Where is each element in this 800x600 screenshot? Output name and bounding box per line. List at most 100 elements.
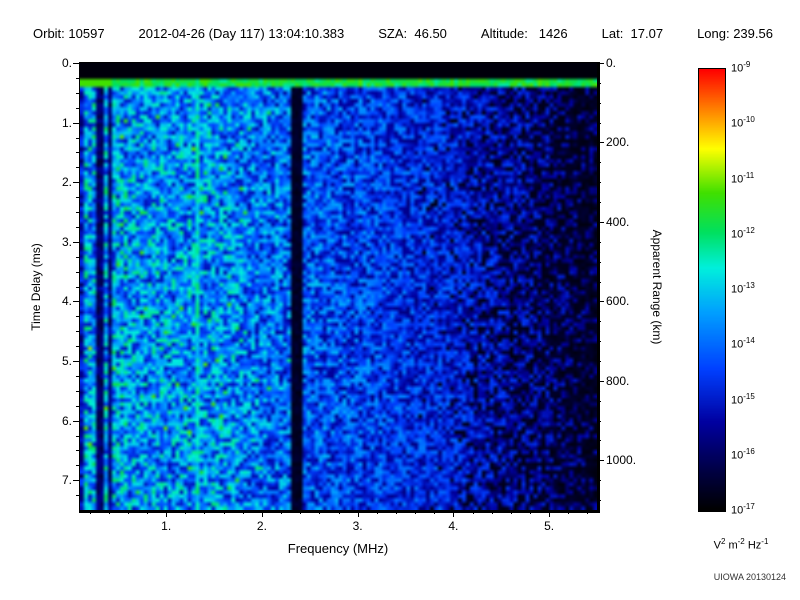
- y-axis-label-left: Time Delay (ms): [29, 243, 43, 331]
- tick-mark: [73, 122, 79, 124]
- tick-mark: [204, 511, 206, 514]
- tick-mark: [73, 241, 79, 243]
- tick-mark: [376, 511, 378, 514]
- tick-mark: [529, 511, 531, 514]
- tick-mark: [76, 107, 79, 109]
- tick-label: 7.: [61, 473, 72, 488]
- colorbar-tick-label: 10-17: [731, 502, 755, 517]
- tick-mark: [300, 511, 302, 514]
- tick-mark: [166, 511, 168, 517]
- tick-mark: [598, 400, 601, 402]
- tick-mark: [395, 511, 397, 514]
- tick-mark: [598, 321, 601, 323]
- tick-mark: [76, 375, 79, 377]
- tick-mark: [598, 380, 604, 382]
- tick-mark: [281, 511, 283, 514]
- tick-label: 3.: [352, 519, 363, 533]
- tick-mark: [76, 495, 79, 497]
- tick-mark: [598, 182, 601, 184]
- tick-mark: [147, 511, 149, 514]
- tick-mark: [598, 440, 601, 442]
- tick-mark: [73, 361, 79, 362]
- tick-mark: [598, 420, 601, 422]
- tick-mark: [598, 142, 604, 144]
- sza-info: SZA: 46.50: [378, 26, 447, 41]
- tick-mark: [598, 460, 604, 462]
- colorbar-tick-label: 10-9: [731, 60, 751, 75]
- tick-label: 1000.: [606, 453, 637, 468]
- tick-mark: [76, 226, 79, 228]
- tick-mark: [510, 511, 512, 514]
- tick-mark: [587, 511, 589, 514]
- tick-mark: [127, 511, 129, 514]
- tick-mark: [598, 202, 601, 204]
- tick-mark: [223, 511, 225, 514]
- tick-mark: [434, 511, 436, 514]
- tick-mark: [76, 435, 79, 437]
- tick-mark: [472, 511, 474, 514]
- tick-mark: [76, 316, 79, 318]
- tick-mark: [453, 511, 455, 517]
- tick-mark: [76, 137, 79, 139]
- spectrogram-canvas: [80, 63, 597, 510]
- tick-mark: [76, 212, 79, 213]
- tick-mark: [598, 63, 604, 64]
- tick-mark: [76, 450, 79, 452]
- tick-mark: [415, 511, 417, 514]
- colorbar-tick-label: 10-14: [731, 336, 755, 351]
- tick-mark: [598, 102, 601, 104]
- tick-label: 4.: [61, 294, 72, 309]
- tick-mark: [598, 361, 601, 362]
- tick-mark: [76, 197, 79, 199]
- tick-mark: [598, 241, 601, 243]
- tick-mark: [89, 511, 91, 514]
- credit-text: UIOWA 20130124: [713, 572, 786, 582]
- tick-mark: [598, 261, 601, 263]
- tick-mark: [73, 480, 79, 482]
- colorbar-tick-label: 10-10: [731, 115, 755, 130]
- tick-label: 6.: [61, 413, 72, 428]
- y-axis-label-right: Apparent Range (km): [650, 229, 664, 345]
- tick-label: 1.: [161, 519, 172, 533]
- tick-mark: [598, 500, 601, 502]
- tick-mark: [76, 167, 79, 169]
- datetime-info: 2012-04-26 (Day 117) 13:04:10.383: [138, 26, 345, 41]
- tick-mark: [76, 271, 79, 273]
- tick-label: 2.: [256, 519, 267, 533]
- tick-mark: [598, 82, 601, 84]
- tick-label: 600.: [606, 294, 630, 309]
- colorbar-unit-label: V2 m-2 Hz-1: [713, 537, 769, 552]
- tick-mark: [76, 405, 79, 407]
- tick-label: 0.: [61, 56, 72, 70]
- altitude-info: Altitude: 1426: [480, 26, 568, 41]
- tick-mark: [598, 301, 604, 303]
- tick-label: 200.: [606, 135, 630, 150]
- tick-mark: [598, 480, 601, 482]
- tick-mark: [261, 511, 263, 517]
- tick-mark: [598, 122, 601, 124]
- orbit-info: Orbit: 10597: [33, 26, 105, 41]
- tick-mark: [598, 281, 601, 283]
- tick-label: 0.: [606, 56, 617, 70]
- x-axis-label: Frequency (MHz): [287, 541, 389, 556]
- tick-mark: [549, 511, 551, 517]
- tick-label: 2.: [61, 175, 72, 190]
- tick-mark: [76, 465, 79, 467]
- tick-mark: [598, 221, 604, 223]
- tick-mark: [319, 511, 321, 514]
- tick-mark: [491, 511, 493, 514]
- tick-mark: [357, 511, 359, 517]
- tick-mark: [76, 92, 79, 94]
- lat-info: Lat: 17.07: [601, 26, 664, 41]
- tick-mark: [73, 420, 79, 422]
- colorbar-tick-label: 10-16: [731, 446, 755, 462]
- header-info: Orbit: 10597 2012-04-26 (Day 117) 13:04:…: [33, 26, 773, 41]
- tick-mark: [76, 390, 79, 392]
- tick-label: 800.: [606, 373, 630, 388]
- tick-mark: [76, 346, 79, 348]
- tick-mark: [76, 77, 79, 79]
- tick-mark: [76, 331, 79, 333]
- tick-mark: [76, 286, 79, 288]
- colorbar-tick-label: 10-12: [731, 225, 755, 241]
